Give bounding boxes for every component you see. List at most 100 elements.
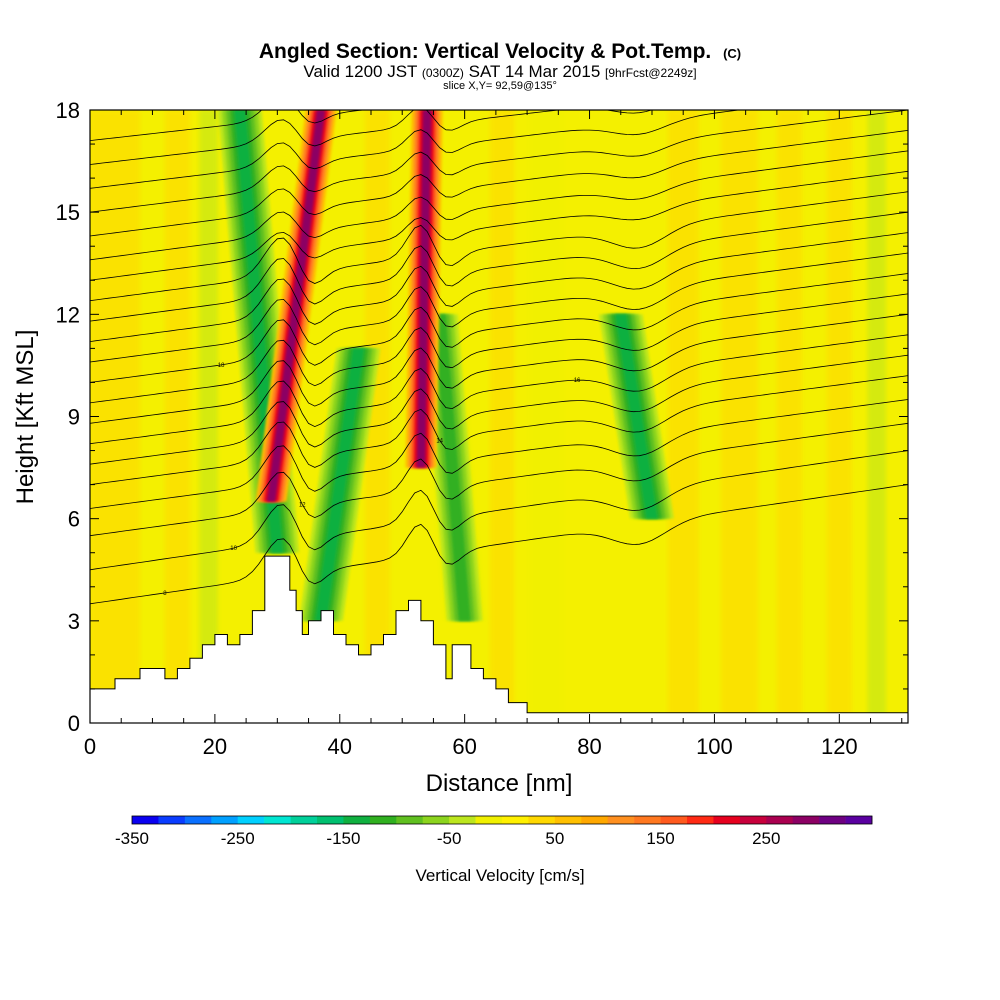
x-tick-label: 60 bbox=[452, 734, 476, 759]
y-tick-label: 12 bbox=[56, 302, 80, 327]
vertical-velocity-field bbox=[90, 110, 887, 723]
x-axis: 0 20 40 60 80 100 120 bbox=[84, 110, 903, 759]
colorbar-swatch bbox=[475, 816, 503, 824]
isentrope-line bbox=[90, 252, 908, 363]
y-axis: 0 3 6 9 12 15 18 bbox=[56, 98, 908, 736]
colorbar-swatch bbox=[607, 816, 635, 824]
x-tick-label: 20 bbox=[203, 734, 227, 759]
colorbar-tick-label: -50 bbox=[437, 829, 462, 848]
colorbar-swatch bbox=[766, 816, 794, 824]
isentrope-line bbox=[90, 110, 367, 141]
downdraft-band bbox=[433, 314, 471, 621]
colorbar-swatch bbox=[687, 816, 714, 824]
slice-label: slice X,Y= 92,59@135° bbox=[443, 80, 557, 92]
isentrope-line bbox=[90, 450, 908, 571]
colorbar-swatch bbox=[264, 816, 291, 824]
updraft-band bbox=[416, 110, 432, 468]
colorbar-swatch bbox=[369, 816, 397, 824]
colorbar-swatch bbox=[528, 816, 556, 824]
isentrope-label: 10 bbox=[230, 546, 237, 552]
y-tick-label: 18 bbox=[56, 98, 80, 123]
colorbar-swatch bbox=[792, 816, 820, 824]
chart-subtitle: Valid 1200 JST (0300Z) SAT 14 Mar 2015 [… bbox=[303, 62, 696, 81]
downdraft-band bbox=[614, 314, 658, 519]
colorbar-swatch bbox=[396, 816, 424, 824]
bg-band bbox=[826, 110, 852, 723]
colorbar-swatch bbox=[845, 816, 873, 824]
x-tick-label: 120 bbox=[821, 734, 858, 759]
x-axis-label: Distance [nm] bbox=[426, 770, 573, 797]
colorbar-tick-label: -150 bbox=[326, 829, 360, 848]
isentrope-line bbox=[90, 273, 908, 383]
isentrope-line bbox=[90, 110, 743, 189]
y-tick-label: 0 bbox=[68, 711, 80, 736]
colorbar-swatch bbox=[634, 816, 661, 824]
colorbar-frame bbox=[131, 815, 873, 825]
x-tick-label: 80 bbox=[577, 734, 601, 759]
bg-band bbox=[164, 110, 190, 723]
updraft-band bbox=[266, 110, 326, 502]
x-tick-label: 40 bbox=[328, 734, 352, 759]
x-tick-label: 0 bbox=[84, 734, 96, 759]
bg-band bbox=[720, 110, 759, 723]
colorbar-swatch bbox=[158, 816, 186, 824]
isentrope-line bbox=[90, 170, 908, 281]
y-tick-label: 9 bbox=[68, 405, 80, 430]
isentrope-line bbox=[90, 334, 908, 445]
chart-title: Angled Section: Vertical Velocity & Pot.… bbox=[259, 40, 741, 63]
colorbar-swatch bbox=[184, 816, 212, 824]
x-tick-label: 100 bbox=[696, 734, 733, 759]
colorbar-swatch bbox=[502, 816, 529, 824]
y-axis-label: Height [Kft MSL] bbox=[12, 330, 39, 505]
terrain bbox=[89, 555, 909, 724]
colorbar-swatch bbox=[449, 816, 476, 824]
isentrope-line bbox=[90, 130, 908, 237]
colorbar-tick-label: 50 bbox=[545, 829, 564, 848]
isentrope-line bbox=[90, 313, 908, 424]
bg-band bbox=[867, 110, 887, 723]
colorbar-swatch bbox=[317, 816, 344, 824]
colorbar-swatch bbox=[237, 816, 265, 824]
colorbar-tick-label: -350 bbox=[115, 829, 149, 848]
isentrope-line bbox=[90, 375, 908, 485]
plot-area: 8 10 12 14 16 18 0 20 40 60 80 100 120 0 3 6 9 12 15 18 bbox=[56, 98, 909, 759]
isentrope-line bbox=[90, 232, 908, 342]
colorbar-swatch bbox=[554, 816, 582, 824]
colorbar-swatch bbox=[422, 816, 450, 824]
colorbar-swatch bbox=[739, 816, 767, 824]
colorbar-swatch bbox=[343, 816, 371, 824]
colorbar bbox=[131, 815, 873, 825]
colorbar-tick-label: 250 bbox=[752, 829, 780, 848]
isentrope-line bbox=[90, 110, 653, 165]
isentrope-line bbox=[90, 293, 908, 404]
isentrope-line bbox=[90, 150, 908, 261]
bg-band bbox=[489, 110, 515, 723]
isentrope-line bbox=[90, 354, 908, 465]
isentrope-line bbox=[90, 110, 908, 213]
isentrope-line bbox=[90, 191, 908, 302]
colorbar-swatch bbox=[132, 816, 159, 824]
isentrope-line bbox=[90, 399, 908, 509]
colorbar-label: Vertical Velocity [cm/s] bbox=[415, 866, 584, 885]
colorbar-swatch bbox=[211, 816, 239, 824]
colorbar-swatch bbox=[713, 816, 741, 824]
isentrope-line bbox=[90, 422, 908, 537]
isentrope-label: 12 bbox=[299, 503, 306, 509]
y-tick-label: 6 bbox=[68, 507, 80, 532]
isentrope-label: 8 bbox=[163, 591, 167, 597]
y-tick-label: 3 bbox=[68, 609, 80, 634]
isentrope-label: 16 bbox=[574, 378, 581, 384]
isentrope-line bbox=[90, 211, 908, 322]
colorbar-tick-label: 150 bbox=[646, 829, 674, 848]
bg-band bbox=[527, 110, 565, 723]
colorbar-swatch bbox=[581, 816, 609, 824]
bg-band bbox=[199, 110, 219, 723]
y-tick-label: 15 bbox=[56, 200, 80, 225]
downdraft-band bbox=[315, 348, 365, 621]
colorbar-tick-label: -250 bbox=[221, 829, 255, 848]
colorbar-ticks: -350 -250 -150 -50 50 150 250 bbox=[115, 829, 780, 848]
colorbar-swatch bbox=[660, 816, 688, 824]
isentrope-contours: 8 10 12 14 16 18 bbox=[90, 110, 908, 605]
isentrope-label: 14 bbox=[436, 439, 443, 445]
